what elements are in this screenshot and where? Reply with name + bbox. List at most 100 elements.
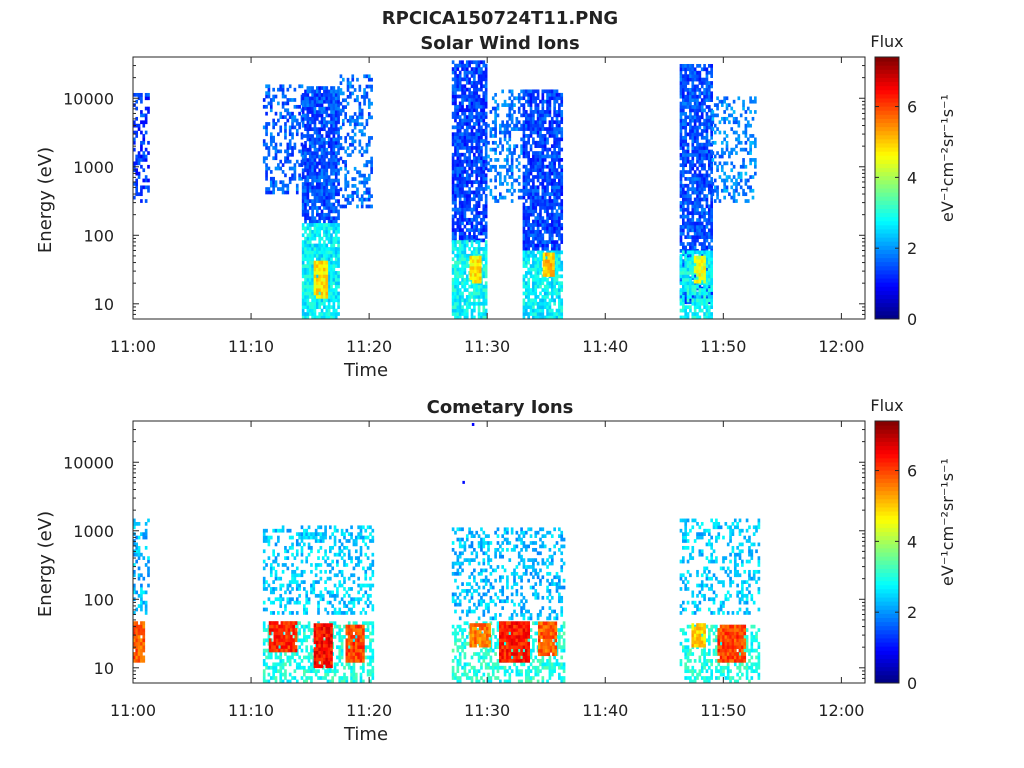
heatmap-cell [311, 291, 314, 296]
heatmap-cell [543, 154, 547, 159]
heatmap-cell [323, 312, 326, 316]
heatmap-cell [510, 199, 514, 203]
heatmap-cell [473, 84, 476, 89]
heatmap-cell [710, 218, 713, 222]
heatmap-cell [501, 144, 505, 149]
heatmap-cell [686, 264, 690, 268]
heatmap-cell [522, 229, 526, 234]
heatmap-cell [534, 151, 538, 155]
heatmap-cell [144, 106, 148, 111]
heatmap-cell [477, 98, 481, 102]
heatmap-cell [353, 125, 357, 130]
heatmap-cell [475, 60, 479, 65]
heatmap-cell [301, 199, 305, 203]
heatmap-cell [274, 156, 278, 161]
heatmap-cell [454, 135, 457, 140]
heatmap-cell [684, 225, 688, 229]
heatmap-cell [306, 226, 310, 231]
heatmap-cell [555, 127, 559, 131]
heatmap-cell [461, 67, 464, 71]
heatmap-cell [484, 183, 488, 188]
heatmap-cell [524, 308, 528, 313]
heatmap-cell [477, 128, 481, 133]
heatmap-cell [304, 144, 307, 149]
heatmap-cell [274, 94, 278, 99]
heatmap-cell [698, 170, 702, 174]
heatmap-cell [713, 103, 717, 107]
heatmap-cell [339, 166, 343, 171]
heatmap-cell [549, 269, 553, 274]
heatmap-cell [522, 164, 526, 169]
heatmap-cell [330, 137, 333, 142]
heatmap-cell [461, 60, 464, 65]
heatmap-cell [363, 91, 366, 96]
heatmap-cell [698, 214, 702, 219]
heatmap-cell [265, 84, 268, 89]
heatmap-cell [470, 312, 474, 316]
heatmap-cell [323, 96, 326, 101]
heatmap-cell [546, 305, 549, 310]
heatmap-cell [713, 140, 717, 145]
heatmap-cell [508, 110, 512, 114]
heatmap-cell [458, 104, 462, 109]
heatmap-cell [560, 288, 564, 292]
heatmap-cell [311, 247, 314, 251]
heatmap-cell [707, 180, 711, 185]
heatmap-cell [691, 146, 695, 150]
heatmap-cell [358, 173, 362, 178]
heatmap-cell [499, 137, 502, 142]
heatmap-cell [451, 267, 455, 272]
x-tick-label: 11:20 [346, 337, 392, 356]
heatmap-cell [686, 132, 690, 137]
heatmap-cell [142, 120, 146, 125]
heatmap-cell [482, 190, 486, 195]
heatmap-cell [306, 257, 310, 262]
heatmap-cell [304, 277, 307, 282]
heatmap-cell [482, 139, 486, 143]
heatmap-cell [698, 279, 702, 284]
heatmap-cell [304, 264, 307, 268]
heatmap-cell [558, 267, 561, 272]
heatmap-cell [679, 132, 683, 137]
heatmap-cell [553, 154, 556, 159]
heatmap-cell [716, 195, 719, 200]
heatmap-cell [306, 267, 310, 272]
heatmap-cell [313, 106, 317, 111]
heatmap-cell [140, 158, 143, 162]
heatmap-cell [327, 288, 331, 292]
heatmap-cell [301, 312, 305, 316]
heatmap-cell [524, 301, 528, 306]
heatmap-cell [339, 112, 343, 116]
heatmap-cell [536, 301, 540, 306]
heatmap-cell [532, 178, 535, 183]
heatmap-cell [451, 94, 455, 99]
heatmap-cell [707, 207, 711, 212]
heatmap-cell [524, 181, 528, 186]
heatmap-cell [293, 98, 297, 102]
heatmap-cell [558, 144, 561, 149]
heatmap-cell [313, 96, 317, 101]
heatmap-cell [301, 243, 305, 248]
heatmap-cell [308, 226, 312, 231]
heatmap-cell [308, 271, 312, 275]
heatmap-cell [473, 98, 476, 102]
heatmap-cell [480, 211, 483, 215]
heatmap-cell [558, 288, 561, 292]
heatmap-cell [543, 89, 547, 94]
heatmap-cell [477, 305, 481, 310]
heatmap-cell [451, 231, 455, 236]
heatmap-cell [539, 312, 542, 316]
heatmap-cell [506, 120, 509, 125]
heatmap-cell [473, 74, 476, 78]
heatmap-cell [311, 151, 314, 156]
heatmap-cell [548, 175, 552, 179]
heatmap-cell [463, 312, 467, 316]
heatmap-cell [698, 262, 702, 267]
heatmap-cell [337, 86, 340, 90]
heatmap-cell [553, 103, 556, 107]
heatmap-cell [532, 267, 535, 272]
heatmap-cell [470, 163, 474, 167]
heatmap-cell [684, 207, 688, 212]
heatmap-cell [323, 141, 326, 145]
heatmap-cell [306, 236, 310, 241]
